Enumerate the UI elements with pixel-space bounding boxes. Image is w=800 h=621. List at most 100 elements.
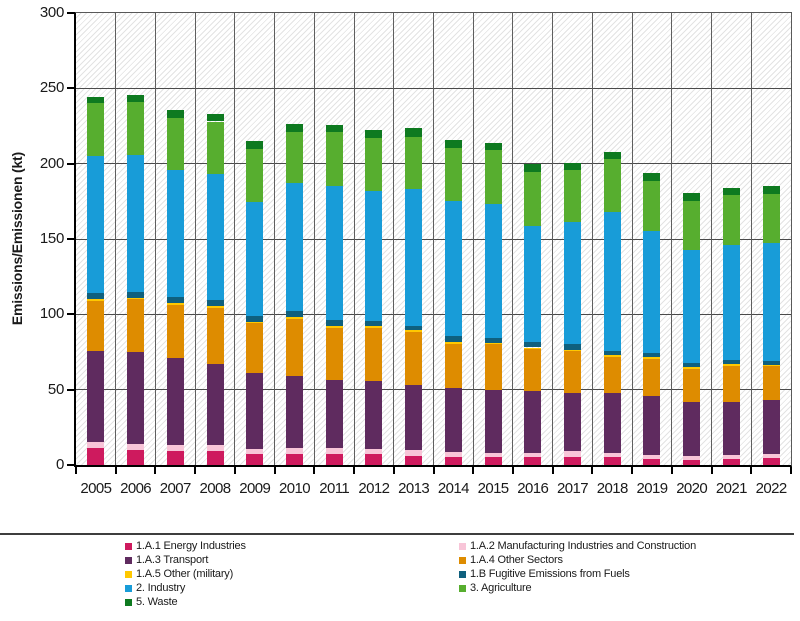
legend-label: 1.A.5 Other (military)	[136, 568, 234, 580]
bar-segment	[206, 113, 224, 122]
bar-segment	[87, 300, 105, 351]
bar-segment	[683, 367, 701, 369]
legend-item: 1.B Fugitive Emissions from Fuels	[459, 568, 696, 580]
bar-segment	[762, 361, 780, 365]
bar-segment	[405, 449, 423, 456]
bar-segment	[166, 297, 184, 304]
bar-segment	[325, 132, 343, 186]
bar-segment	[325, 185, 343, 321]
bar-segment	[722, 187, 740, 196]
bar-segment	[564, 222, 582, 345]
bar-segment	[285, 317, 303, 319]
bar-segment	[127, 101, 145, 155]
bar-segment	[722, 401, 740, 456]
column-separator	[631, 13, 633, 465]
bar-segment	[365, 326, 383, 328]
legend-item: 1.A.3 Transport	[125, 554, 459, 566]
legend-item: 5. Waste	[125, 596, 459, 608]
bar-segment	[722, 359, 740, 365]
legend-swatch	[459, 570, 466, 578]
bar-segment	[127, 443, 145, 450]
xtick-mark	[551, 467, 554, 474]
column-separator	[154, 13, 156, 465]
bar-segment	[484, 452, 502, 458]
bar-segment	[722, 364, 740, 366]
bar-segment	[246, 454, 264, 465]
bar-segment	[564, 170, 582, 223]
bar-segment	[127, 352, 145, 444]
bar-segment	[127, 299, 145, 352]
bar-segment	[603, 356, 621, 394]
bar-segment	[87, 103, 105, 157]
xcat-label: 2005	[80, 480, 112, 497]
bar-segment	[683, 193, 701, 201]
bar-segment	[722, 458, 740, 465]
column-separator	[671, 13, 673, 465]
bar-segment	[524, 349, 542, 392]
bar-segment	[365, 381, 383, 450]
bar-segment	[564, 451, 582, 457]
xcat-label: 2016	[517, 480, 549, 497]
bar-segment	[166, 358, 184, 446]
bar-segment	[365, 138, 383, 191]
bar-segment	[285, 311, 303, 318]
bar-segment	[762, 453, 780, 459]
legend-swatch	[125, 542, 132, 550]
plot-area	[74, 12, 792, 467]
ytick-label: 100	[39, 305, 64, 323]
legend-item: 1.A.2 Manufacturing Industries and Const…	[459, 540, 696, 552]
xcat-label: 2010	[278, 480, 311, 497]
xtick-mark	[114, 467, 117, 474]
bar-segment	[722, 245, 740, 360]
bar-segment	[365, 190, 383, 322]
xcat-label: 2018	[596, 480, 629, 497]
legend-divider-line	[0, 533, 794, 535]
bar-segment	[206, 300, 224, 307]
bar-segment	[246, 202, 264, 316]
bar-segment	[206, 174, 224, 301]
bar-segment	[365, 449, 383, 455]
bar-segment	[127, 297, 145, 300]
bar-segment	[405, 455, 423, 465]
bar-segment	[524, 391, 542, 453]
xtick-mark	[353, 467, 356, 474]
bar-segment	[325, 454, 343, 465]
bar-segment	[484, 337, 502, 343]
bar-segment	[524, 226, 542, 343]
bar-segment	[762, 458, 780, 465]
xtick-mark	[750, 467, 753, 474]
bar-segment	[405, 331, 423, 386]
bar-segment	[484, 344, 502, 390]
bar-segment	[365, 321, 383, 327]
bar-segment	[127, 154, 145, 292]
xcat-label: 2019	[636, 480, 668, 497]
bar-segment	[285, 454, 303, 465]
bar-segment	[564, 456, 582, 465]
bar-segment	[206, 451, 224, 465]
legend-label: 1.A.3 Transport	[136, 554, 209, 566]
bar-segment	[444, 343, 462, 389]
bar-segment	[246, 449, 264, 455]
bar-segment	[87, 350, 105, 442]
column-separator	[194, 13, 196, 465]
bar-segment	[166, 169, 184, 298]
bar-segment	[683, 368, 701, 403]
xtick-mark	[710, 467, 713, 474]
bar-segment	[444, 456, 462, 465]
bar-segment	[643, 358, 661, 396]
bar-segment	[564, 349, 582, 352]
bar-segment	[524, 347, 542, 349]
bar-segment	[444, 201, 462, 337]
ytick-mark	[67, 238, 75, 240]
xcat-label: 2021	[715, 480, 748, 497]
bar-segment	[444, 147, 462, 202]
bar-segment	[365, 327, 383, 382]
legend-swatch	[459, 584, 466, 592]
legend: 1.A.1 Energy Industries 1.A.2 Manufacturi…	[125, 540, 696, 608]
bar-segment	[564, 162, 582, 171]
xcat-label: 2014	[437, 480, 470, 497]
bar-segment	[683, 363, 701, 368]
bar-segment	[484, 342, 502, 345]
bar-segment	[206, 306, 224, 308]
bar-segment	[444, 336, 462, 343]
